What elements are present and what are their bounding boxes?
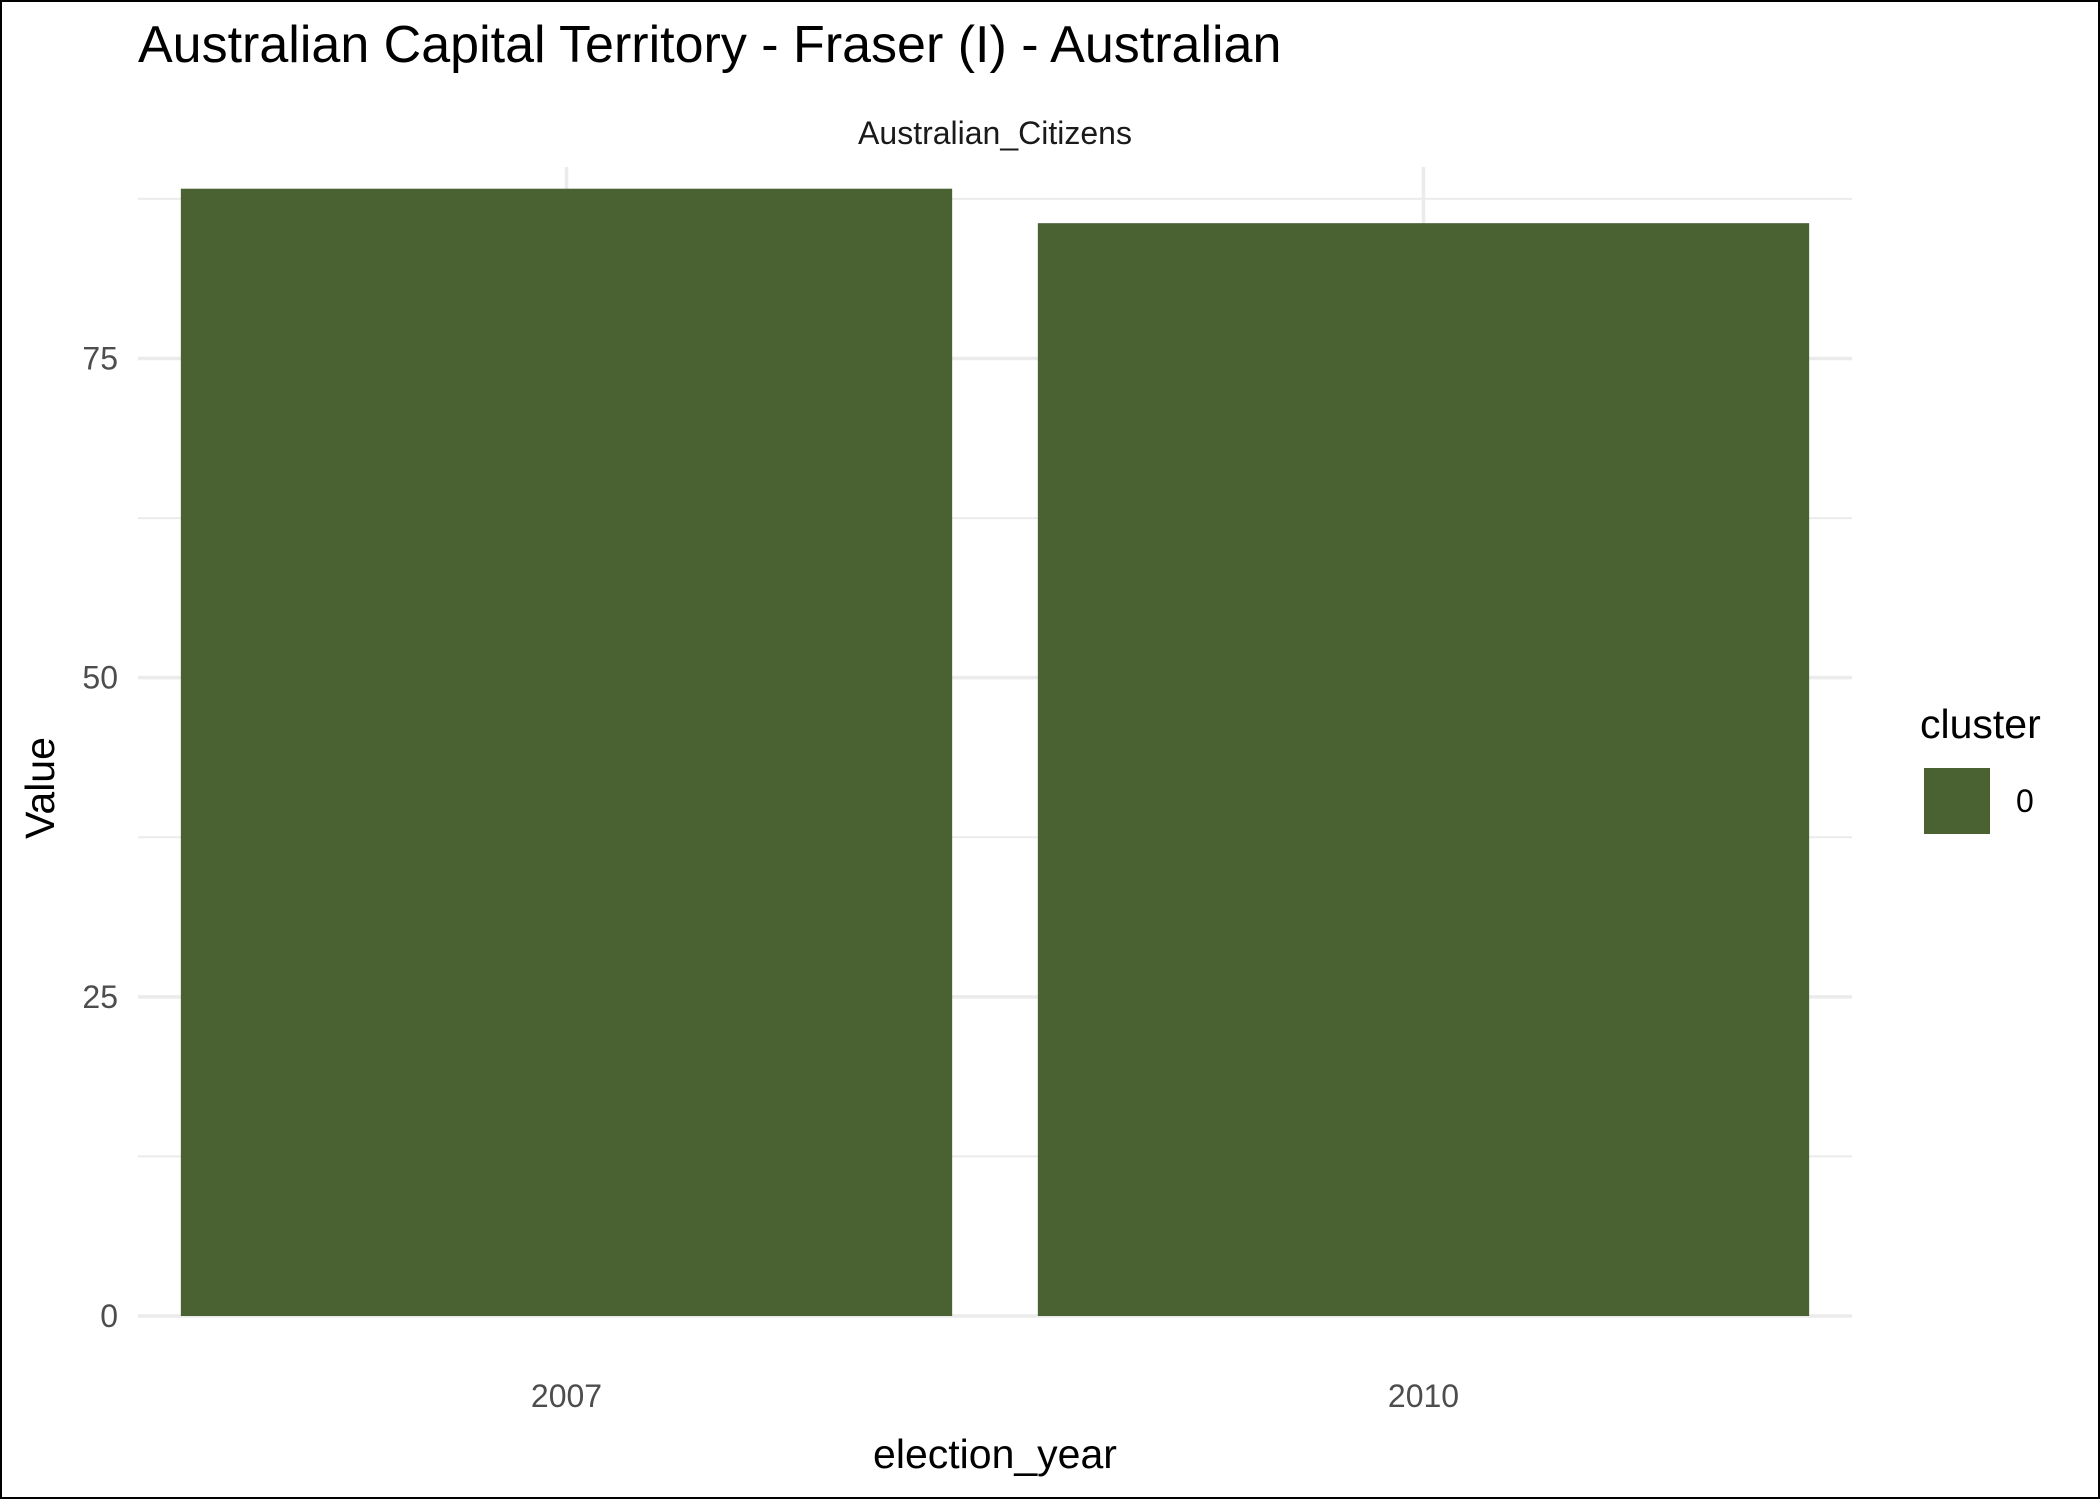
legend-key-swatch: [1924, 768, 1990, 834]
y-axis-tick-labels: 0 25 50 75: [82, 341, 118, 1335]
bar-2007: [180, 188, 953, 1316]
bars: [180, 188, 1810, 1316]
legend-title: cluster: [1920, 701, 2041, 747]
x-axis-tick-labels: 2007 2010: [531, 1378, 1459, 1414]
x-tick-label: 2010: [1388, 1378, 1459, 1414]
y-axis-title: Value: [17, 737, 63, 839]
y-tick-label: 50: [82, 660, 118, 696]
bar-2010: [1037, 223, 1810, 1316]
legend-label: 0: [2016, 783, 2034, 819]
y-tick-label: 0: [100, 1298, 118, 1334]
legend: cluster 0: [1920, 701, 2041, 834]
x-axis-title: election_year: [873, 1431, 1117, 1477]
chart-title: Australian Capital Territory - Fraser (I…: [138, 16, 1281, 74]
facet-label: Australian_Citizens: [858, 115, 1132, 151]
y-tick-label: 75: [82, 341, 118, 377]
x-tick-label: 2007: [531, 1378, 602, 1414]
y-tick-label: 25: [82, 979, 118, 1015]
